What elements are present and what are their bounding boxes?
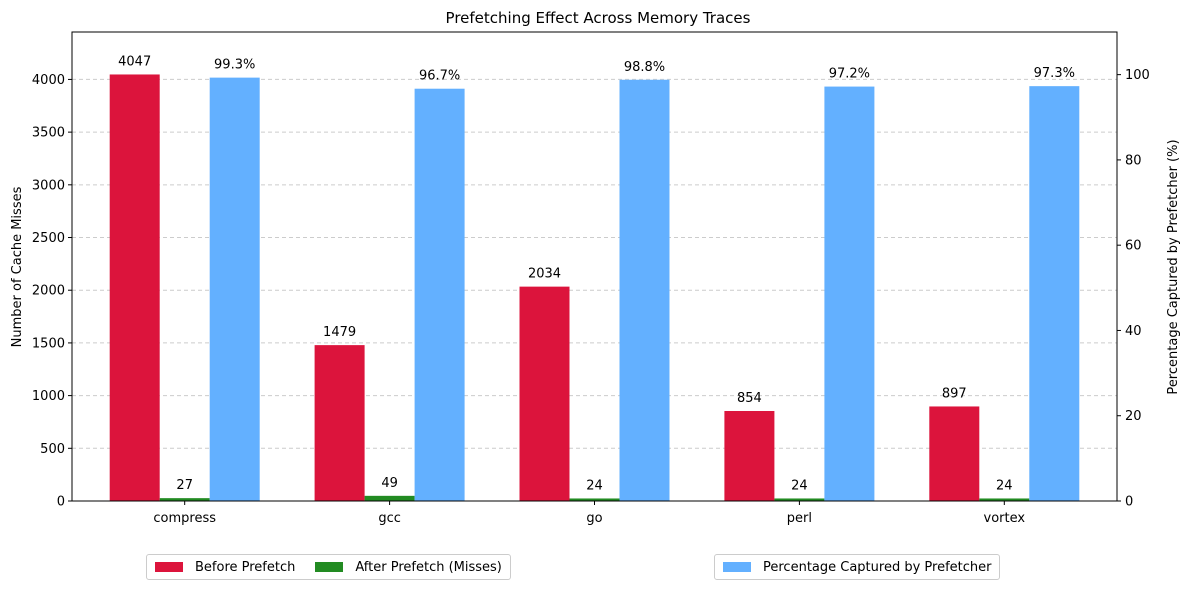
y2-tick-label: 60	[1125, 239, 1142, 254]
bar-data-label: 1479	[323, 325, 356, 340]
bar	[824, 86, 875, 501]
legend-item-after-prefetch: After Prefetch (Misses)	[315, 560, 502, 575]
bar-data-label: 97.2%	[829, 67, 870, 82]
bar	[979, 498, 1030, 501]
y-tick-label: 1000	[32, 389, 65, 404]
bar-data-label: 854	[737, 391, 762, 406]
bar	[159, 498, 210, 501]
bar	[314, 345, 365, 501]
legend-item-percentage: Percentage Captured by Prefetcher	[723, 560, 991, 575]
legend-item-before-prefetch: Before Prefetch	[155, 560, 295, 575]
bar	[519, 286, 570, 501]
bars	[109, 74, 1080, 502]
bar	[774, 498, 825, 501]
y-tick-label: 4000	[32, 73, 65, 88]
bar-data-label: 27	[176, 478, 193, 493]
y-tick-label: 2000	[32, 284, 65, 299]
bar	[929, 406, 980, 501]
bar-data-label: 24	[996, 478, 1013, 493]
y-tick-label: 3500	[32, 126, 65, 141]
bar-data-label: 24	[586, 478, 603, 493]
bar-data-label: 2034	[528, 267, 561, 282]
y2-tick-label: 80	[1125, 153, 1142, 168]
x-tick-label: vortex	[984, 511, 1026, 526]
y2-tick-label: 20	[1125, 409, 1142, 424]
bar-data-label: 4047	[118, 54, 151, 69]
bar	[724, 410, 775, 501]
y-tick-label: 500	[40, 442, 65, 457]
bar-data-label: 897	[942, 386, 967, 401]
y-tick-label: 0	[57, 495, 65, 510]
y2-tick-label: 0	[1125, 495, 1133, 510]
legend-right: Percentage Captured by Prefetcher	[714, 554, 1001, 580]
legend-left: Before Prefetch After Prefetch (Misses)	[146, 554, 511, 580]
bar-data-label: 98.8%	[624, 60, 665, 75]
x-tick-label: gcc	[378, 511, 401, 526]
legend-label-percentage: Percentage Captured by Prefetcher	[763, 559, 992, 575]
bar-data-label: 97.3%	[1034, 66, 1075, 81]
bar-labels: 4047 27 99.3% 1479 49 96.7% 2034 24 98.8% 854 24 97…	[118, 54, 1075, 493]
bar	[569, 498, 620, 501]
y-tick-label: 3000	[32, 178, 65, 193]
bar-data-label: 96.7%	[419, 69, 460, 84]
bar-data-label: 99.3%	[214, 58, 255, 73]
legend-swatch-percentage	[723, 562, 751, 572]
y2-tick-label: 40	[1125, 324, 1142, 339]
y2-tick-label: 100	[1125, 68, 1150, 83]
legend-swatch-before	[155, 562, 183, 572]
bar	[414, 88, 465, 501]
legend-swatch-after	[315, 562, 344, 572]
y-axis-right: 0 20 40 60 80 100	[1117, 68, 1150, 510]
legend-label-after: After Prefetch (Misses)	[355, 559, 502, 575]
y-tick-label: 2500	[32, 231, 65, 246]
x-tick-label: compress	[153, 511, 216, 526]
bar-data-label: 24	[791, 478, 808, 493]
bar-data-label: 49	[381, 476, 398, 491]
bar	[619, 79, 670, 502]
y-axis-label: Number of Cache Misses	[10, 186, 25, 347]
y-axis-left: 0 500 1000 1500 2000 2500 3000 3500 4000	[32, 73, 72, 510]
legend-label-before: Before Prefetch	[195, 559, 296, 575]
x-axis: compress gcc go perl vortex	[153, 501, 1025, 526]
y2-axis-label: Percentage Captured by Prefetcher (%)	[1166, 139, 1181, 394]
y-tick-label: 1500	[32, 336, 65, 351]
x-tick-label: go	[586, 511, 602, 526]
bar	[109, 74, 160, 501]
x-tick-label: perl	[787, 511, 812, 526]
bar	[209, 77, 260, 501]
bar	[1029, 86, 1080, 501]
bar	[364, 495, 415, 501]
chart-title: Prefetching Effect Across Memory Traces	[446, 9, 751, 27]
